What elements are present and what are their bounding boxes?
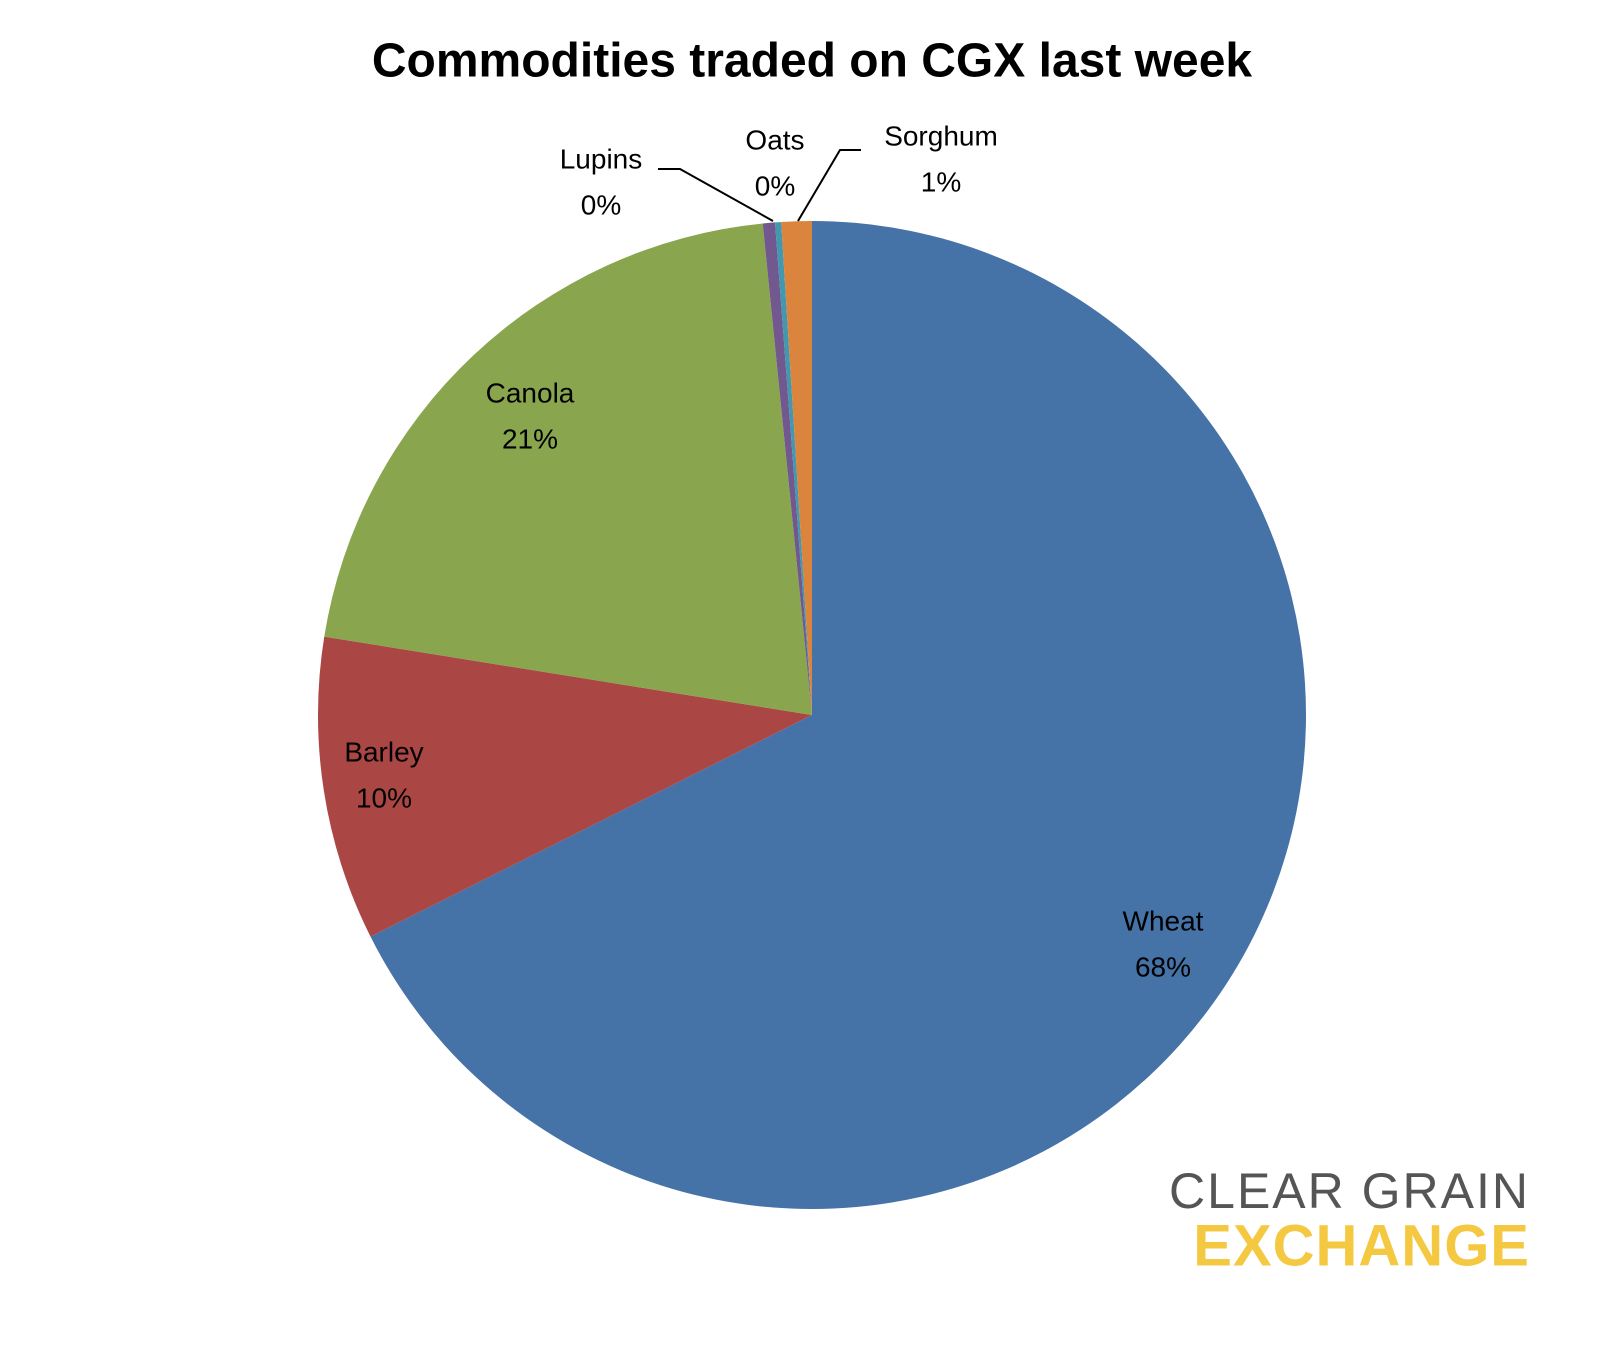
pie-slice	[781, 221, 812, 715]
pie-slice	[370, 221, 1306, 1210]
pie-slice	[762, 222, 812, 715]
slice-label: Wheat	[1123, 905, 1204, 936]
slice-value-label: 0%	[755, 170, 795, 201]
slice-value-label: 10%	[356, 782, 412, 813]
slice-value-label: 68%	[1135, 951, 1191, 982]
slice-value-label: 0%	[581, 189, 621, 220]
slice-value-label: 1%	[921, 166, 961, 197]
slice-value-label: 21%	[502, 423, 558, 454]
logo-line1: CLEAR GRAIN	[1169, 1163, 1530, 1219]
chart-title: Commodities traded on CGX last week	[372, 35, 1253, 88]
pie-slice	[775, 221, 812, 716]
slice-label: Oats	[745, 124, 804, 155]
slice-label: Sorghum	[884, 120, 998, 151]
slice-label: Barley	[344, 736, 423, 767]
slice-label: Lupins	[560, 143, 643, 174]
slice-label: Canola	[486, 377, 575, 408]
logo-line2: EXCHANGE	[1193, 1213, 1530, 1278]
pie-slice	[318, 636, 812, 937]
leader-line	[658, 168, 774, 222]
pie-slice	[324, 223, 812, 716]
leader-line	[797, 149, 861, 222]
